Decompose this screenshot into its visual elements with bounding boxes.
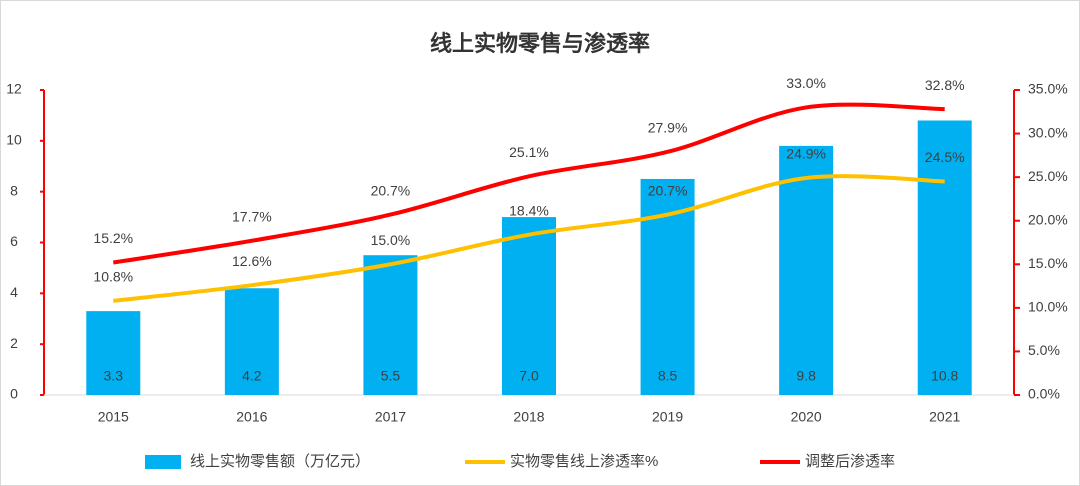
line-value-label: 24.5%	[925, 149, 965, 165]
y-tick-label: 12	[6, 81, 22, 97]
legend-label: 实物零售线上渗透率%	[510, 453, 658, 470]
line-value-label: 10.8%	[93, 269, 133, 285]
legend-swatch	[145, 455, 181, 469]
bar-value-label: 10.8	[931, 368, 958, 384]
line-value-label: 17.7%	[232, 208, 272, 224]
bar	[917, 120, 972, 395]
y2-tick-label: 15.0%	[1028, 255, 1068, 271]
x-tick-label: 2015	[98, 409, 129, 425]
bar	[779, 145, 834, 395]
x-tick-label: 2018	[513, 409, 544, 425]
line-value-label: 25.1%	[509, 144, 549, 160]
line-value-label: 18.4%	[509, 202, 549, 218]
line-value-label: 32.8%	[925, 77, 965, 93]
line-value-label: 24.9%	[786, 146, 826, 162]
line	[113, 174, 945, 303]
y-tick-label: 8	[10, 182, 18, 198]
x-tick-label: 2021	[929, 409, 960, 425]
x-tick-label: 2019	[652, 409, 683, 425]
y2-tick-label: 10.0%	[1028, 299, 1068, 315]
bar-value-label: 3.3	[104, 368, 124, 384]
bar	[363, 255, 418, 395]
line-value-label: 15.0%	[371, 232, 411, 248]
x-tick-label: 2016	[236, 409, 267, 425]
y2-tick-label: 30.0%	[1028, 124, 1068, 140]
bar-value-label: 9.8	[796, 368, 816, 384]
bar	[502, 217, 556, 395]
x-tick-label: 2020	[791, 409, 822, 425]
x-tick-label: 2017	[375, 409, 406, 425]
y-tick-label: 6	[10, 233, 18, 249]
legend-label: 调整后渗透率	[805, 453, 895, 470]
legend-label: 线上实物零售额（万亿元）	[190, 453, 370, 470]
line	[112, 102, 945, 265]
line-value-label: 20.7%	[371, 182, 411, 198]
y-tick-label: 10	[6, 132, 22, 148]
bar	[86, 311, 141, 395]
line-value-label: 33.0%	[786, 75, 826, 91]
bar-value-label: 7.0	[519, 368, 539, 384]
y2-tick-label: 25.0%	[1028, 168, 1068, 184]
y-tick-label: 2	[10, 335, 18, 351]
y2-tick-label: 0.0%	[1028, 386, 1060, 402]
bar	[224, 288, 279, 395]
bar-value-label: 5.5	[381, 368, 401, 384]
bar-value-label: 8.5	[658, 368, 678, 384]
y-tick-label: 4	[10, 284, 18, 300]
bar-value-label: 4.2	[242, 368, 262, 384]
line-value-label: 20.7%	[648, 182, 688, 198]
chart-title: 线上实物零售与渗透率	[430, 31, 650, 56]
line-value-label: 27.9%	[648, 120, 688, 136]
line-value-label: 12.6%	[232, 253, 272, 269]
line-value-label: 15.2%	[93, 230, 133, 246]
y2-tick-label: 5.0%	[1028, 342, 1060, 358]
y2-tick-label: 20.0%	[1028, 211, 1068, 227]
y-tick-label: 0	[10, 386, 18, 402]
y2-tick-label: 35.0%	[1028, 81, 1068, 97]
